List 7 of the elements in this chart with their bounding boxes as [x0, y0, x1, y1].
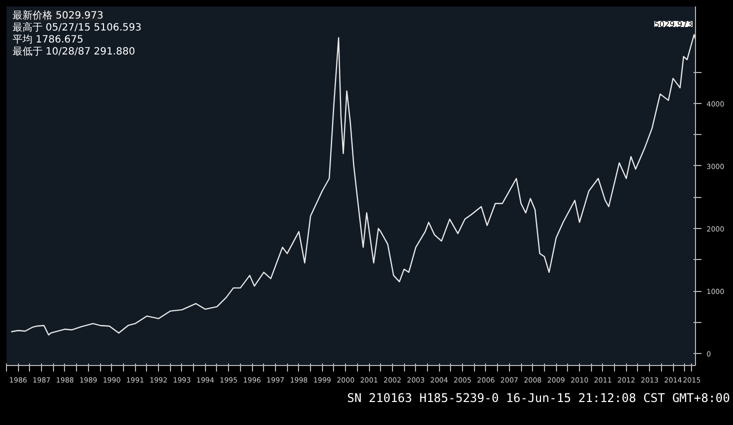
- text: SN 210163 H185-5239-0 16-Jun-15 21:12:08 CST GMT+8:00: [347, 390, 730, 407]
- annotation: 最新价格 5029.973: [12, 10, 104, 22]
- annotation: 平均 1786.675: [12, 34, 84, 46]
- annotation: 最低于 10/28/87 291.880: [12, 46, 136, 58]
- annotation: 5029.973: [654, 20, 692, 30]
- annotation: 最高于 05/27/15 5106.593: [12, 22, 142, 34]
- line-series: [10, 34, 696, 336]
